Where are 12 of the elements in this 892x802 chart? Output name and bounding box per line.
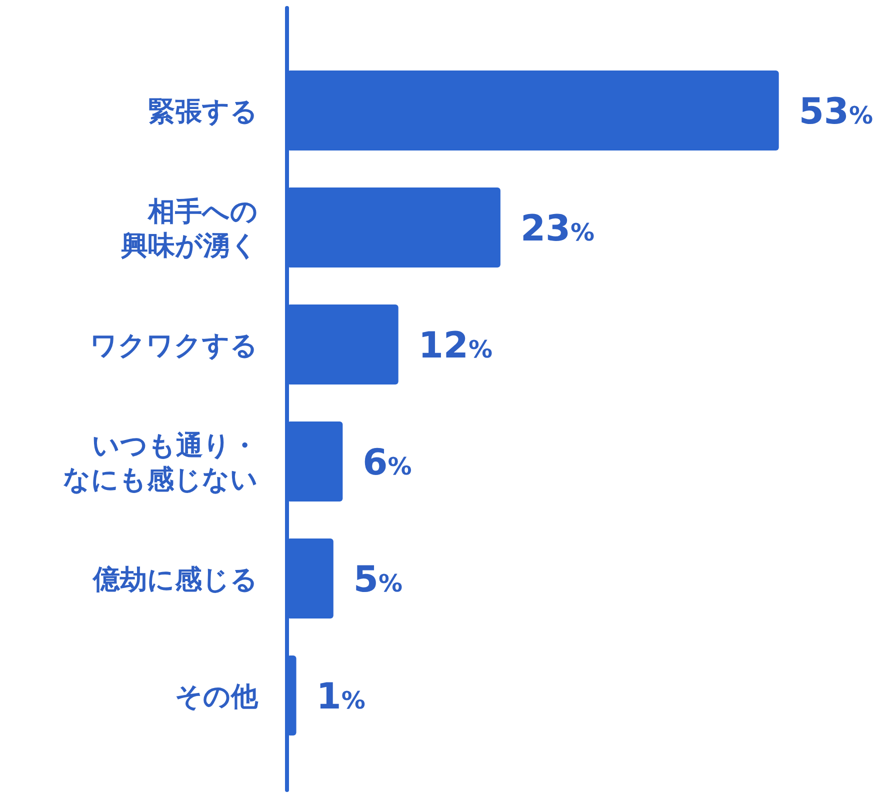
data-label: 53% (798, 92, 873, 132)
y-tick-label: 緊張する (148, 96, 258, 128)
y-tick-label: その他 (175, 682, 259, 712)
y-tick-label: 億劫に感じる (92, 564, 258, 596)
data-label: 1% (316, 676, 366, 718)
data-label: 23% (520, 208, 595, 250)
y-tick-label: いつも通り・なにも感じない (63, 430, 258, 496)
y-tick-label: 相手への興味が湧く (120, 196, 258, 262)
data-label: 6% (362, 442, 412, 484)
y-tick-label: ワクワクする (90, 330, 258, 362)
data-label: 5% (353, 560, 403, 600)
data-label: 12% (418, 326, 493, 366)
